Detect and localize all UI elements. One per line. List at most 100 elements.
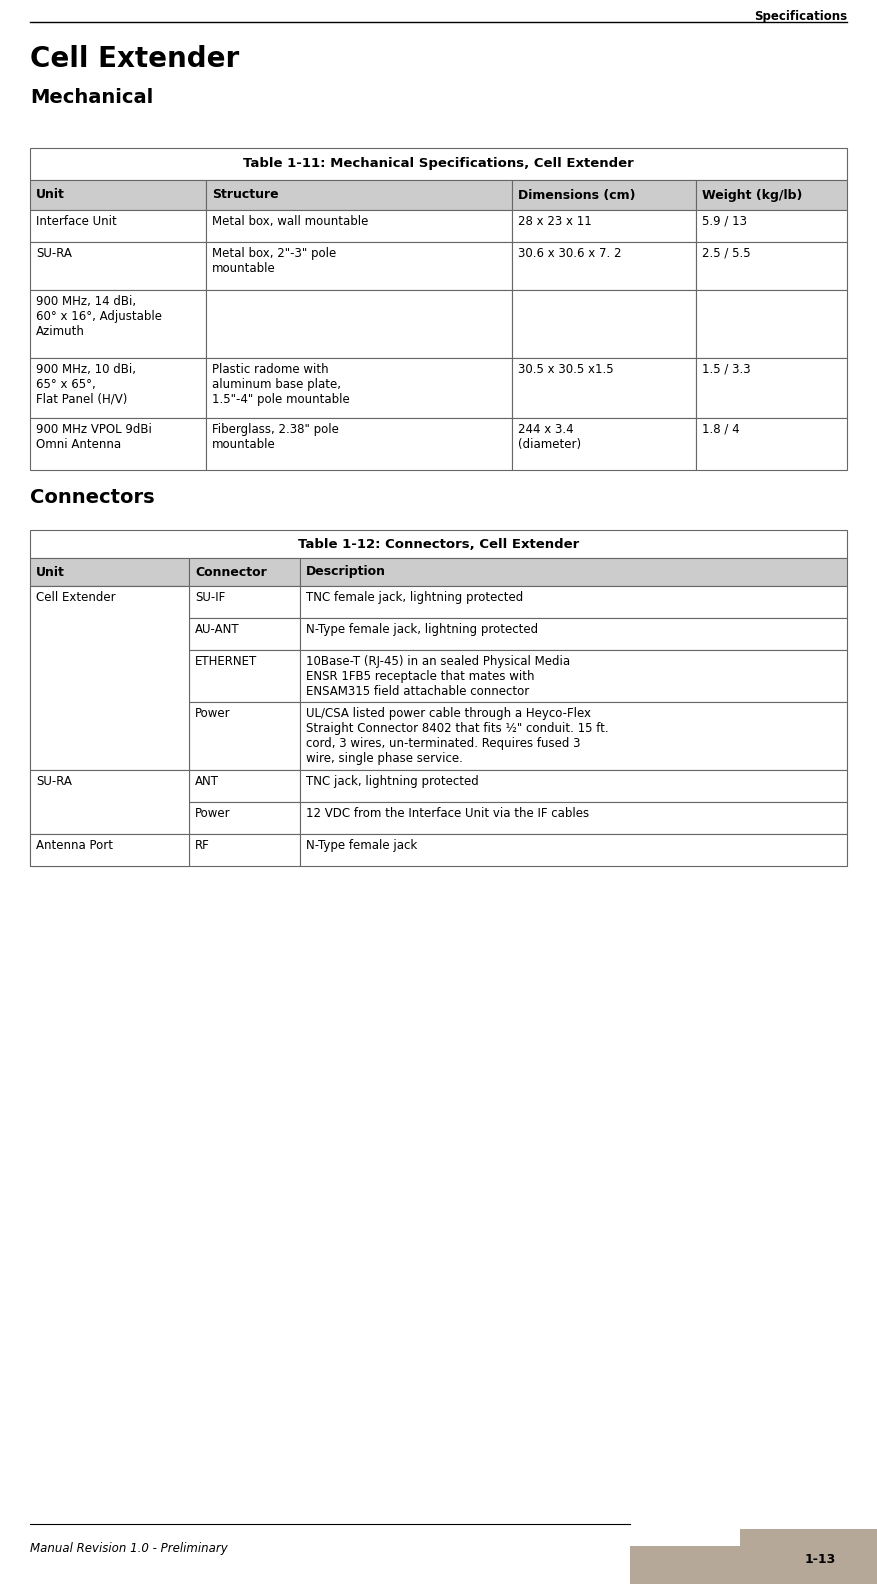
Bar [205, 242, 512, 290]
Text: 12 VDC from the Interface Unit via the IF cables: 12 VDC from the Interface Unit via the I… [305, 806, 588, 821]
Bar [300, 558, 847, 586]
Text: Connectors: Connectors [30, 488, 154, 507]
Bar [512, 242, 695, 290]
Bar [30, 770, 189, 802]
Bar [512, 181, 695, 211]
Bar [30, 181, 205, 211]
Bar [205, 418, 512, 470]
Text: Cell Extender: Cell Extender [36, 591, 116, 604]
Bar [189, 618, 300, 649]
Bar [30, 531, 847, 558]
Bar [695, 211, 847, 242]
Bar [300, 618, 847, 649]
Bar [300, 770, 847, 802]
Bar [30, 802, 189, 835]
Text: N-Type female jack: N-Type female jack [305, 840, 417, 852]
Bar [189, 586, 300, 618]
Bar [205, 290, 512, 358]
Bar [512, 418, 695, 470]
Bar [30, 586, 189, 770]
Text: Cell Extender: Cell Extender [30, 44, 239, 73]
Text: RF: RF [196, 840, 210, 852]
Text: Specifications: Specifications [754, 10, 847, 24]
Bar [695, 290, 847, 358]
Text: Mechanical: Mechanical [30, 89, 153, 108]
Bar [189, 835, 300, 866]
Bar [189, 770, 300, 802]
Bar [512, 211, 695, 242]
Text: 1.8 / 4: 1.8 / 4 [702, 423, 739, 436]
Bar [30, 618, 189, 649]
Bar [30, 649, 189, 702]
Bar [300, 702, 847, 770]
Text: SU-RA: SU-RA [36, 775, 72, 787]
Bar [30, 558, 189, 586]
Bar [205, 211, 512, 242]
Text: 900 MHz VPOL 9dBi
Omni Antenna: 900 MHz VPOL 9dBi Omni Antenna [36, 423, 152, 451]
Bar [512, 290, 695, 358]
Text: SU-RA: SU-RA [36, 247, 72, 260]
Bar [189, 802, 300, 835]
Text: Metal box, 2"-3" pole
mountable: Metal box, 2"-3" pole mountable [211, 247, 336, 276]
Bar [30, 242, 205, 290]
Bar [630, 1546, 877, 1584]
Bar [300, 802, 847, 835]
Bar [189, 558, 300, 586]
Bar [30, 147, 847, 181]
Text: 2.5 / 5.5: 2.5 / 5.5 [702, 247, 751, 260]
Text: Manual Revision 1.0 - Preliminary: Manual Revision 1.0 - Preliminary [30, 1541, 228, 1555]
Text: 900 MHz, 14 dBi,
60° x 16°, Adjustable
Azimuth: 900 MHz, 14 dBi, 60° x 16°, Adjustable A… [36, 295, 162, 337]
Bar [695, 181, 847, 211]
Text: TNC female jack, lightning protected: TNC female jack, lightning protected [305, 591, 523, 604]
Bar [30, 290, 205, 358]
Bar [30, 835, 189, 866]
Bar [300, 649, 847, 702]
Text: TNC jack, lightning protected: TNC jack, lightning protected [305, 775, 478, 787]
Text: Interface Unit: Interface Unit [36, 215, 117, 228]
Text: SU-IF: SU-IF [196, 591, 225, 604]
Text: Metal box, wall mountable: Metal box, wall mountable [211, 215, 368, 228]
Text: 30.5 x 30.5 x1.5: 30.5 x 30.5 x1.5 [518, 363, 614, 375]
Text: 900 MHz, 10 dBi,
65° x 65°,
Flat Panel (H/V): 900 MHz, 10 dBi, 65° x 65°, Flat Panel (… [36, 363, 136, 406]
Bar [205, 358, 512, 418]
Text: Table 1-11: Mechanical Specifications, Cell Extender: Table 1-11: Mechanical Specifications, C… [243, 157, 634, 171]
Bar [300, 586, 847, 618]
Text: 28 x 23 x 11: 28 x 23 x 11 [518, 215, 592, 228]
Text: ANT: ANT [196, 775, 219, 787]
Text: 30.6 x 30.6 x 7. 2: 30.6 x 30.6 x 7. 2 [518, 247, 622, 260]
Text: Power: Power [196, 806, 231, 821]
Text: Unit: Unit [36, 565, 65, 578]
Text: ETHERNET: ETHERNET [196, 656, 258, 668]
Bar [189, 702, 300, 770]
Bar [30, 770, 189, 835]
Text: Power: Power [196, 706, 231, 721]
Text: Connector: Connector [196, 565, 267, 578]
Text: Plastic radome with
aluminum base plate,
1.5"-4" pole mountable: Plastic radome with aluminum base plate,… [211, 363, 349, 406]
Text: Description: Description [305, 565, 386, 578]
Bar [695, 418, 847, 470]
Bar [740, 1529, 877, 1584]
Bar [205, 181, 512, 211]
Text: N-Type female jack, lightning protected: N-Type female jack, lightning protected [305, 623, 538, 637]
Bar [300, 835, 847, 866]
Text: Dimensions (cm): Dimensions (cm) [518, 188, 636, 201]
Bar [512, 358, 695, 418]
Text: Structure: Structure [211, 188, 278, 201]
Text: 244 x 3.4
(diameter): 244 x 3.4 (diameter) [518, 423, 581, 451]
Text: UL/CSA listed power cable through a Heyco-Flex
Straight Connector 8402 that fits: UL/CSA listed power cable through a Heyc… [305, 706, 609, 765]
Text: Antenna Port: Antenna Port [36, 840, 113, 852]
Bar [30, 586, 189, 618]
Text: AU-ANT: AU-ANT [196, 623, 240, 637]
Bar [30, 835, 189, 866]
Bar [30, 358, 205, 418]
Text: Unit: Unit [36, 188, 65, 201]
Text: 10Base-T (RJ-45) in an sealed Physical Media
ENSR 1FB5 receptacle that mates wit: 10Base-T (RJ-45) in an sealed Physical M… [305, 656, 570, 699]
Text: Weight (kg/lb): Weight (kg/lb) [702, 188, 802, 201]
Bar [30, 211, 205, 242]
Text: 1-13: 1-13 [804, 1552, 836, 1567]
Text: Fiberglass, 2.38" pole
mountable: Fiberglass, 2.38" pole mountable [211, 423, 339, 451]
Text: 5.9 / 13: 5.9 / 13 [702, 215, 747, 228]
Bar [695, 242, 847, 290]
Bar [189, 649, 300, 702]
Bar [30, 702, 189, 770]
